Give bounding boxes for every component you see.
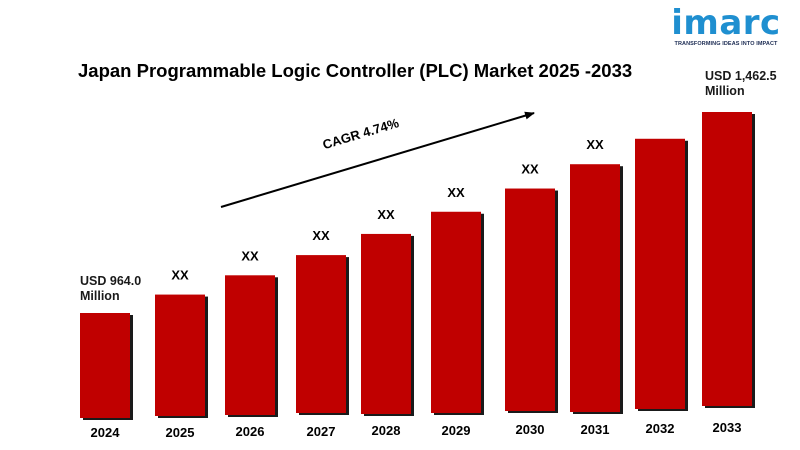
chart-title: Japan Programmable Logic Controller (PLC… xyxy=(78,60,633,81)
year-label: 2033 xyxy=(713,420,742,435)
logo-wordmark: imarc xyxy=(671,3,781,43)
cagr-arrow xyxy=(220,111,535,208)
bar-2028 xyxy=(361,233,411,414)
bar-2032 xyxy=(635,138,685,409)
value-label: Million xyxy=(80,289,120,303)
year-label: 2031 xyxy=(581,422,610,437)
bar-2031 xyxy=(570,164,620,412)
value-label: XX xyxy=(312,228,330,243)
bar-2026 xyxy=(225,275,275,415)
value-label: XX xyxy=(447,185,465,200)
bar-2024 xyxy=(80,313,130,418)
value-label: USD 964.0 xyxy=(80,274,141,288)
bar-2027 xyxy=(296,255,346,413)
year-label: 2026 xyxy=(236,424,265,439)
year-label: 2028 xyxy=(372,423,401,438)
value-label: XX xyxy=(241,248,259,263)
year-label: 2029 xyxy=(442,423,471,438)
bar-2033 xyxy=(702,112,752,406)
year-label: 2027 xyxy=(307,424,336,439)
value-label: Million xyxy=(705,84,745,98)
bar-2029 xyxy=(431,211,481,413)
value-label: USD 1,462.5 xyxy=(705,69,777,83)
year-label: 2024 xyxy=(91,425,121,440)
year-label: 2032 xyxy=(646,421,675,436)
value-label: XX xyxy=(521,162,539,177)
bar-2030 xyxy=(505,188,555,411)
value-label: XX xyxy=(377,207,395,222)
value-label: XX xyxy=(171,268,189,283)
logo-tagline: TRANSFORMING IDEAS INTO IMPACT xyxy=(674,41,778,47)
year-label: 2025 xyxy=(166,425,195,440)
cagr-annotation: CAGR 4.74% xyxy=(321,115,401,152)
bar-2025 xyxy=(155,294,205,416)
value-label: XX xyxy=(586,137,604,152)
year-label: 2030 xyxy=(516,422,545,437)
imarc-logo: imarc TRANSFORMING IDEAS INTO IMPACT xyxy=(670,6,782,47)
